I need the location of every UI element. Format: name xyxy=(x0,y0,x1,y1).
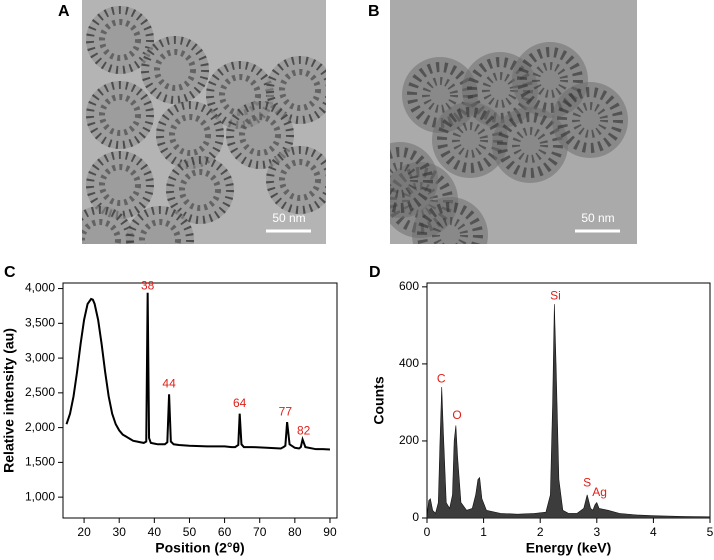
x-tick-label: 5 xyxy=(707,525,714,539)
data-area xyxy=(426,304,711,519)
y-tick-label: 400 xyxy=(399,356,419,370)
x-tick-label: 0 xyxy=(424,525,431,539)
particle-core xyxy=(139,219,181,244)
x-tick-label: 30 xyxy=(113,525,127,539)
x-tick-label: 80 xyxy=(288,525,302,539)
annotation: 64 xyxy=(233,396,247,410)
x-tick-label: 2 xyxy=(537,525,544,539)
particle-edge xyxy=(86,6,154,74)
particle-pores xyxy=(390,162,418,198)
annotation: 77 xyxy=(279,404,293,418)
particle-edge xyxy=(156,101,224,169)
annotation: Si xyxy=(550,289,561,303)
particle-core xyxy=(179,169,221,211)
particle-core xyxy=(279,69,321,111)
particle xyxy=(156,101,224,169)
y-tick-label: 2,000 xyxy=(25,420,55,434)
annotation: O xyxy=(452,408,461,422)
x-tick-label: 3 xyxy=(593,525,600,539)
particle-pores xyxy=(557,87,623,153)
x-axis-title: Energy (keV) xyxy=(526,540,612,556)
x-tick-label: 20 xyxy=(77,525,91,539)
particle-pores xyxy=(512,127,548,163)
particle xyxy=(86,81,154,149)
y-axis-title: Counts xyxy=(371,376,387,424)
particle xyxy=(126,206,194,244)
particle-pores xyxy=(432,217,468,244)
particle-pores xyxy=(517,47,583,113)
x-tick-label: 90 xyxy=(323,525,337,539)
particle-core xyxy=(99,94,141,136)
y-tick-label: 1,000 xyxy=(25,489,55,503)
scale-label: 50 nm xyxy=(272,211,305,225)
particle-pores xyxy=(497,112,563,178)
particle-core xyxy=(99,19,141,61)
y-axis-title: Relative intensity (au) xyxy=(1,328,17,473)
x-axis-title: Position (2°θ) xyxy=(155,540,244,556)
particle-edge xyxy=(226,101,294,169)
particle-pores xyxy=(390,147,433,213)
x-tick-label: 40 xyxy=(148,525,162,539)
y-tick-label: 0 xyxy=(412,510,419,524)
particle-pores xyxy=(452,122,488,158)
annotation: Ag xyxy=(592,485,607,499)
particle xyxy=(166,156,234,224)
y-tick-label: 200 xyxy=(399,433,419,447)
y-tick-label: 3,000 xyxy=(25,350,55,364)
x-tick-label: 60 xyxy=(218,525,232,539)
particle-pores xyxy=(572,102,608,138)
y-tick-label: 4,000 xyxy=(25,281,55,295)
panel-label: D xyxy=(369,264,381,281)
panel-label: C xyxy=(4,264,16,281)
annotation: 82 xyxy=(297,423,311,437)
plot-frame xyxy=(426,282,711,519)
x-tick-label: 1 xyxy=(480,525,487,539)
particle xyxy=(226,101,294,169)
annotation: C xyxy=(437,371,446,385)
particle xyxy=(266,56,326,124)
particle xyxy=(266,146,326,214)
x-tick-label: 50 xyxy=(183,525,197,539)
tem-texture-a xyxy=(82,6,326,244)
particle xyxy=(141,36,209,104)
particle xyxy=(86,6,154,74)
particle-core xyxy=(169,114,211,156)
particle xyxy=(82,206,134,244)
y-tick-label: 1,500 xyxy=(25,455,55,469)
annotation: S xyxy=(583,475,591,489)
y-tick-label: 600 xyxy=(399,279,419,293)
particle-core xyxy=(239,114,281,156)
particle-core xyxy=(154,49,196,91)
particle-edge xyxy=(266,146,326,214)
y-tick-label: 3,500 xyxy=(25,315,55,329)
particle-edge xyxy=(126,206,194,244)
particle-core xyxy=(99,164,141,206)
x-tick-label: 4 xyxy=(650,525,657,539)
panel-label: B xyxy=(368,3,380,20)
particle-edge xyxy=(141,36,209,104)
particle-pores xyxy=(417,202,483,244)
particle-edge xyxy=(166,156,234,224)
annotation: 38 xyxy=(141,279,155,293)
panel-label: A xyxy=(58,3,70,20)
particle-core xyxy=(82,219,121,244)
y-tick-label: 2,500 xyxy=(25,385,55,399)
particle-edge xyxy=(266,56,326,124)
particle-pores xyxy=(422,77,458,113)
particle xyxy=(86,151,154,219)
particle-core xyxy=(279,159,321,201)
plot-frame xyxy=(62,282,338,519)
annotation: 44 xyxy=(162,377,176,391)
particle-pores xyxy=(532,62,568,98)
particle-edge xyxy=(86,151,154,219)
tem-texture-b xyxy=(390,42,628,244)
particle-edge xyxy=(86,81,154,149)
scale-label: 50 nm xyxy=(581,211,614,225)
data-line xyxy=(65,292,331,451)
x-tick-label: 70 xyxy=(253,525,267,539)
